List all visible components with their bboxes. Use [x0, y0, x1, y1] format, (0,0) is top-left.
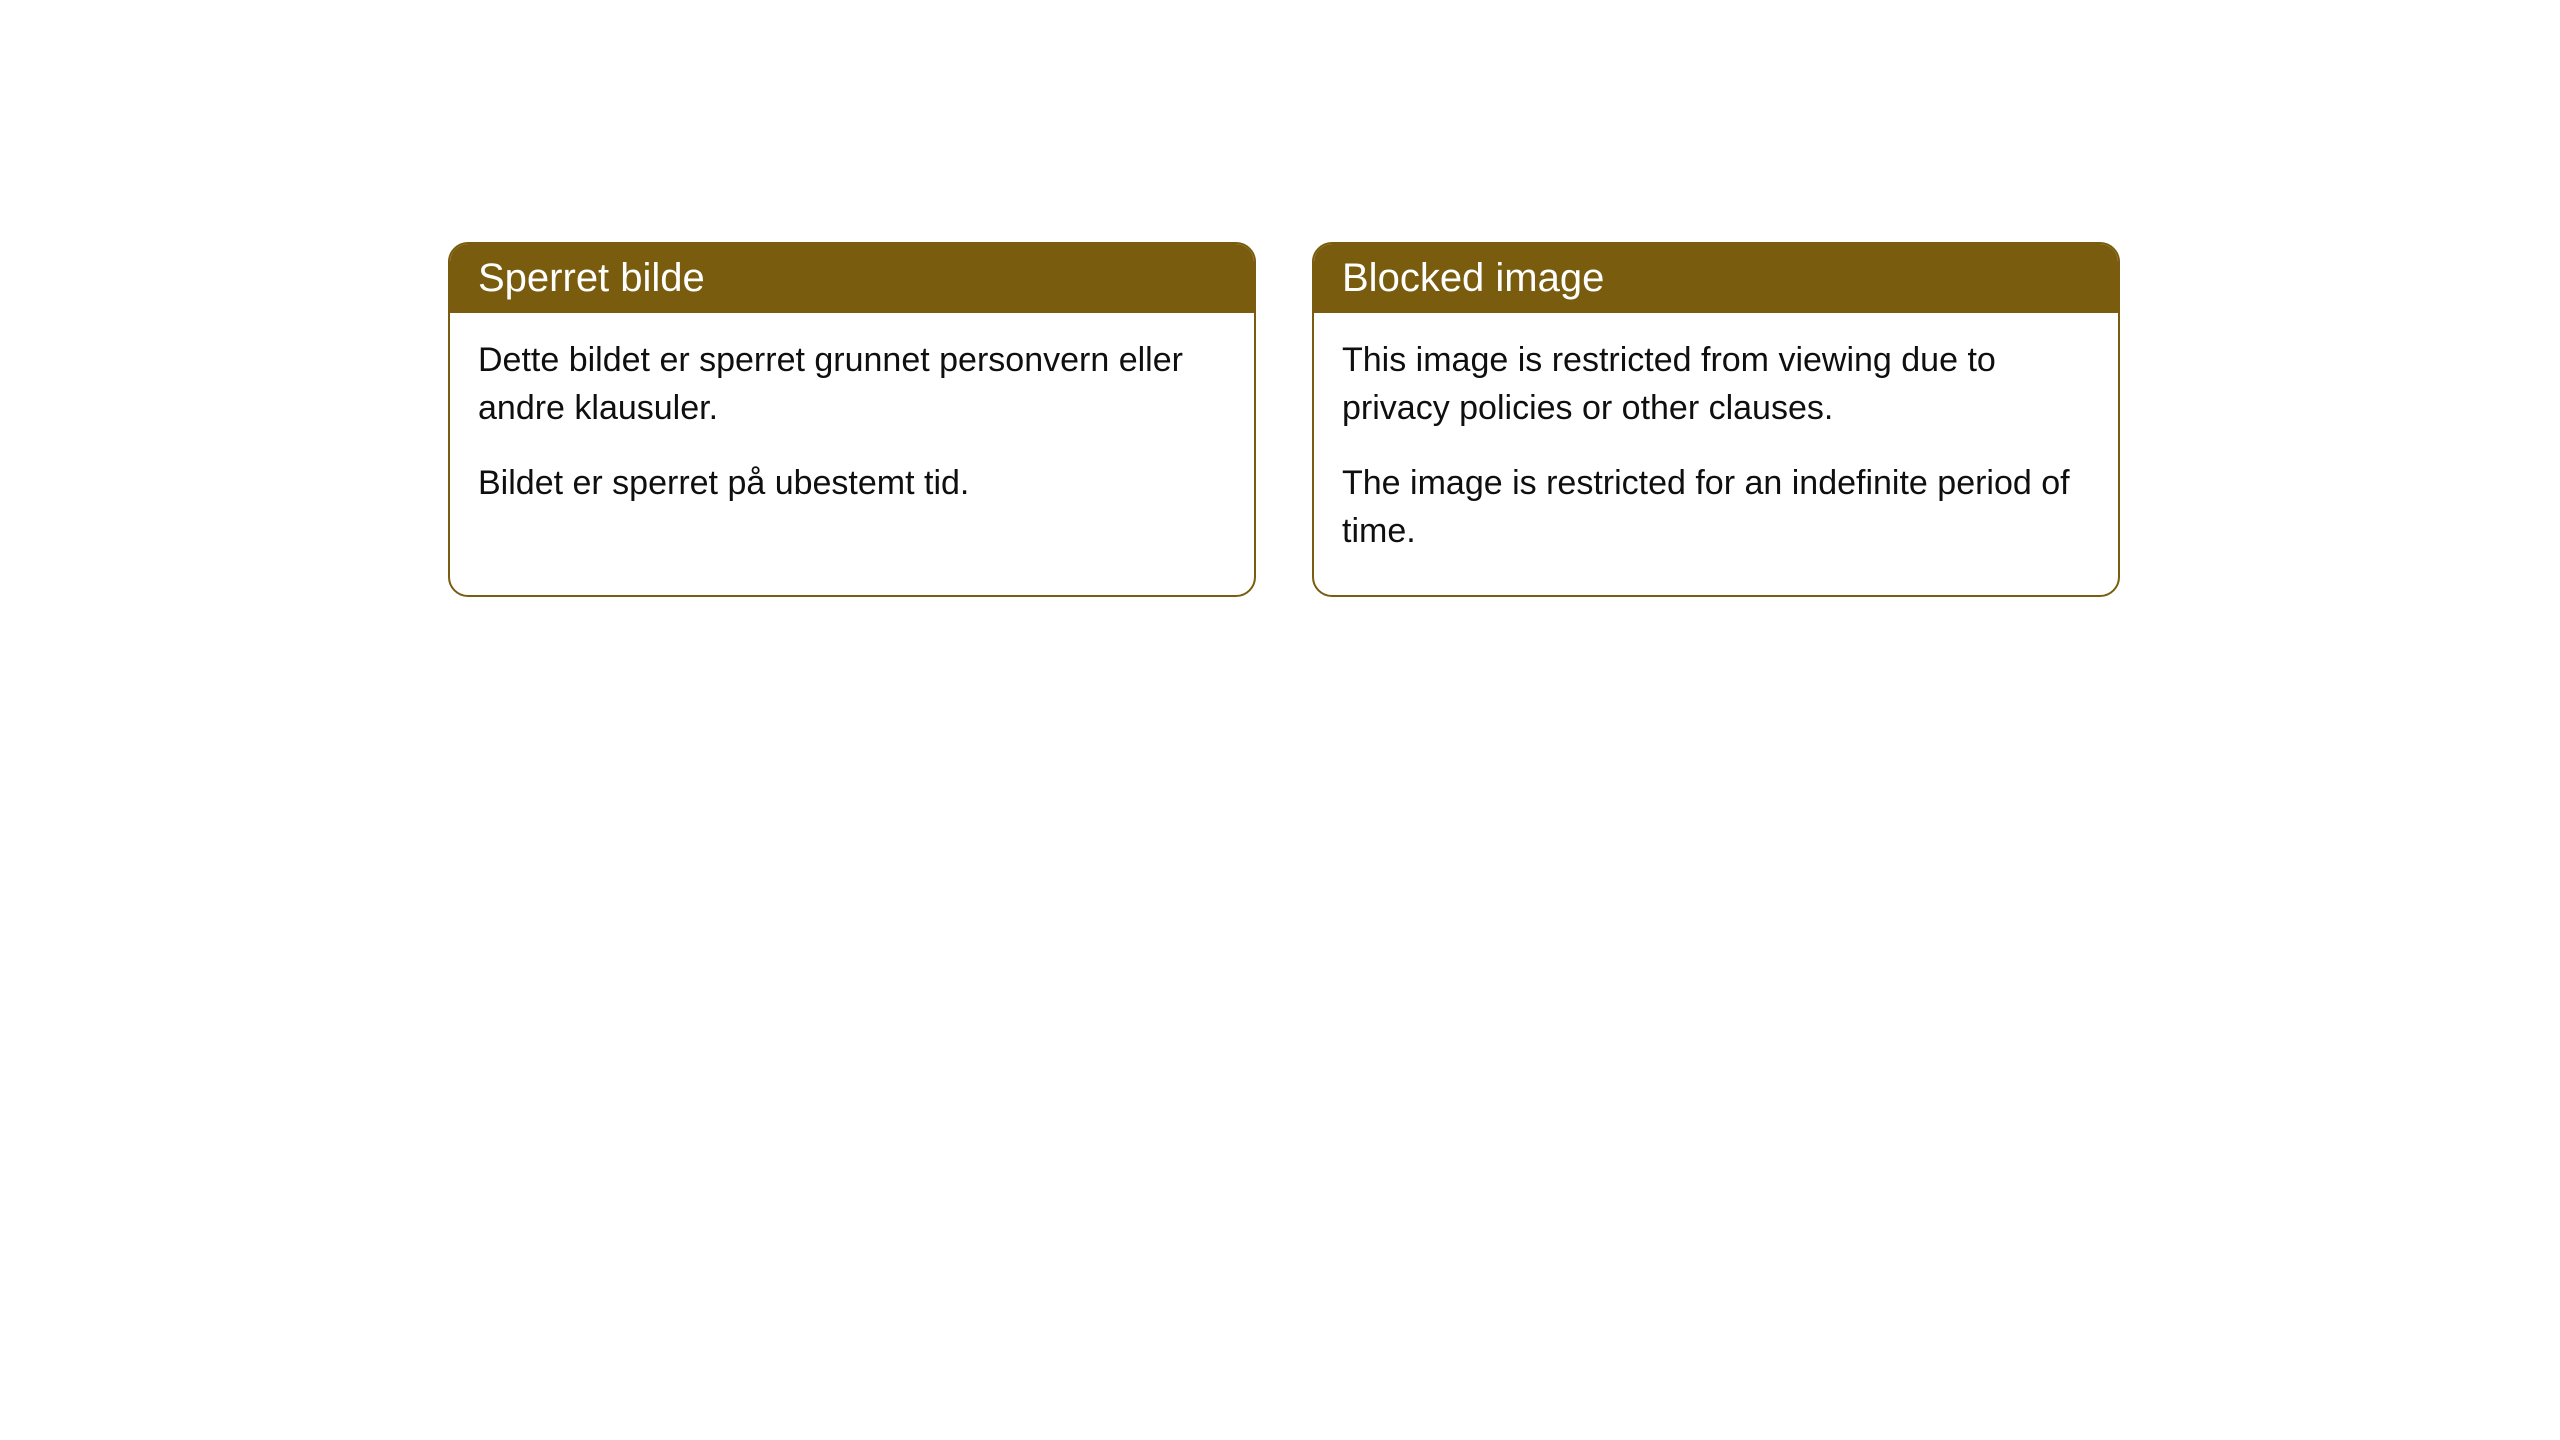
card-paragraph: The image is restricted for an indefinit…	[1342, 460, 2090, 555]
card-body-english: This image is restricted from viewing du…	[1314, 313, 2118, 595]
card-header-norwegian: Sperret bilde	[450, 244, 1254, 313]
card-norwegian: Sperret bilde Dette bildet er sperret gr…	[448, 242, 1256, 597]
cards-container: Sperret bilde Dette bildet er sperret gr…	[448, 242, 2120, 597]
card-body-norwegian: Dette bildet er sperret grunnet personve…	[450, 313, 1254, 548]
card-paragraph: This image is restricted from viewing du…	[1342, 337, 2090, 432]
card-header-english: Blocked image	[1314, 244, 2118, 313]
card-paragraph: Bildet er sperret på ubestemt tid.	[478, 460, 1226, 508]
card-english: Blocked image This image is restricted f…	[1312, 242, 2120, 597]
card-paragraph: Dette bildet er sperret grunnet personve…	[478, 337, 1226, 432]
